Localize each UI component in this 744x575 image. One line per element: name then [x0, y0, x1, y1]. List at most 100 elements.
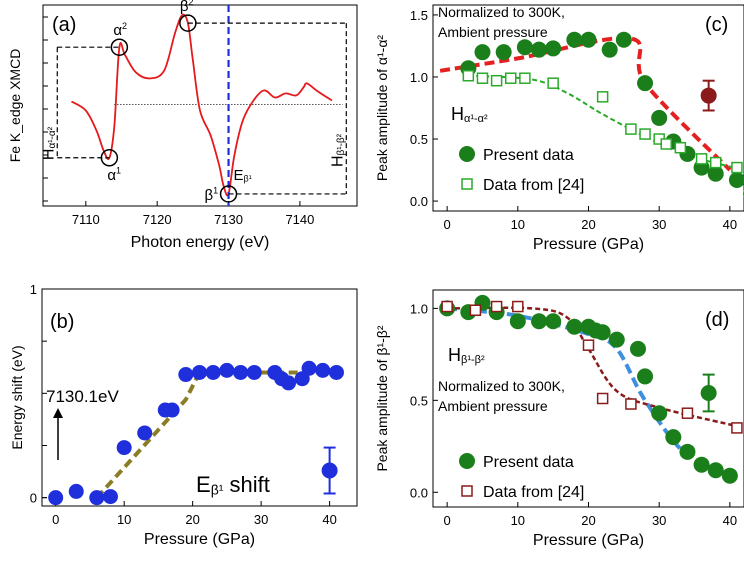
annotation-7130-1ev: 7130.1eV: [46, 387, 119, 406]
y-tick-label: 0.5: [410, 393, 428, 408]
data-point-circle: [580, 31, 597, 48]
data-point-circle: [205, 364, 221, 380]
x-tick-label: 10: [511, 513, 525, 528]
h-inset-label: Hα¹-α²: [451, 104, 488, 125]
legend-marker-present: [459, 146, 475, 162]
panel-label: (b): [50, 311, 74, 333]
note-line-1: Normalized to 300K,: [438, 4, 565, 20]
y-tick-label: 0.5: [410, 132, 428, 147]
data-point-circle: [566, 31, 583, 48]
data-point-square: [476, 72, 489, 84]
y-tick-label: 0: [30, 491, 37, 506]
legend-label-present: Present data: [483, 454, 574, 471]
x-tick-label: 7120: [143, 212, 172, 227]
data-point-circle: [281, 375, 297, 391]
error-bar-point: [321, 462, 338, 479]
y-axis-title: Energy shift (eV): [9, 345, 25, 449]
x-tick-label: 10: [117, 512, 131, 527]
note-line-1: Normalized to 300K,: [438, 378, 565, 394]
legend-label-present: Present data: [483, 147, 574, 164]
data-point-circle: [116, 440, 132, 456]
data-point-circle: [68, 483, 84, 499]
panel-label: (a): [52, 14, 76, 36]
plot-frame: [41, 288, 358, 507]
extremum-circle: [100, 149, 119, 167]
arrow-head: [53, 408, 63, 418]
data-point-circle: [601, 41, 618, 58]
y-tick-label: 1: [30, 282, 37, 297]
data-point-square: [596, 91, 609, 103]
data-point-circle: [707, 462, 724, 479]
data-point-square: [490, 300, 503, 313]
data-point-circle: [246, 364, 262, 380]
data-point-circle: [665, 429, 682, 446]
x-axis-title: Pressure (GPa): [533, 532, 644, 549]
h-alpha-label: Hα¹-α²: [40, 126, 58, 160]
x-tick-label: 40: [723, 217, 737, 232]
y-axis-title: Peak amplitude of α¹-α²: [374, 35, 390, 181]
x-tick-label: 20: [185, 512, 199, 527]
x-tick-label: 20: [581, 513, 595, 528]
data-point-circle: [102, 489, 118, 505]
data-point-circle: [545, 40, 562, 57]
data-point-circle: [637, 368, 654, 385]
data-point-square: [469, 304, 482, 316]
data-point-circle: [721, 467, 738, 484]
y-tick-label: 0.0: [410, 485, 428, 500]
x-tick-label: 0: [444, 217, 451, 232]
data-point-circle: [637, 75, 654, 92]
data-point-square: [582, 339, 595, 351]
y-tick-label: 0.0: [410, 194, 428, 209]
panel-c: 0 10 20 30 40 0.0 0.5 1.0 1.5 Pressure (GPa) Peak …: [374, 4, 744, 253]
x-tick-label: 7110: [72, 212, 100, 227]
panel-b: 0 10 20 30 40 0 1 Pressure (GPa) Energy shift (e…: [9, 282, 358, 548]
extremum-circle: [219, 185, 238, 203]
data-point-square: [519, 72, 531, 84]
data-point-circle: [328, 364, 344, 380]
label-alpha1: α1: [107, 165, 121, 183]
y-tick-label: 1.0: [410, 70, 428, 85]
data-point-circle: [233, 364, 249, 380]
panel-d: 0 10 20 30 40 0.0 0.5 1.0 Pressure (GPa) Peak amp…: [374, 289, 744, 549]
data-point-circle: [48, 490, 64, 506]
data-point-square: [639, 128, 651, 140]
x-axis-title: Pressure (GPa): [144, 531, 255, 548]
x-tick-label: 0: [444, 513, 451, 528]
data-point-circle: [707, 165, 724, 182]
x-tick-label: 40: [723, 513, 737, 528]
data-point-square: [505, 72, 517, 84]
data-point-square: [674, 141, 687, 154]
data-point-square: [512, 300, 524, 313]
data-point-circle: [545, 313, 562, 330]
data-point-circle: [509, 313, 526, 330]
x-tick-label: 20: [581, 217, 595, 232]
data-point-circle: [651, 405, 668, 422]
data-point-square: [695, 153, 708, 165]
y-axis-title: Peak amplitude of β¹-β²: [374, 325, 390, 471]
legend-marker-present: [459, 453, 475, 469]
data-point-circle: [531, 313, 548, 330]
data-point-circle: [693, 456, 710, 473]
x-tick-label: 30: [652, 513, 666, 528]
panel-label: (c): [705, 14, 728, 36]
data-point-circle: [608, 331, 625, 348]
data-point-circle: [219, 362, 235, 378]
error-bar-point: [700, 87, 717, 104]
y-tick-label: 1.0: [410, 301, 428, 316]
y-axis-title: Fe K_edge XMCD: [7, 49, 23, 163]
data-point-square: [731, 422, 743, 434]
fit-line: [439, 35, 732, 172]
data-point-circle: [137, 425, 153, 441]
x-tick-label: 7140: [285, 212, 314, 227]
y-tick-label: 1.5: [410, 8, 428, 23]
note-line-2: Ambient pressure: [438, 24, 548, 40]
x-tick-label: 30: [254, 512, 268, 527]
label-e-beta1: Eβ¹: [234, 167, 252, 184]
plot-frame: [42, 4, 358, 207]
x-tick-label: 7130: [214, 212, 243, 227]
data-point-square: [731, 161, 743, 174]
data-point-square: [681, 407, 694, 419]
data-point-square: [625, 398, 637, 410]
data-point-square: [490, 74, 503, 87]
